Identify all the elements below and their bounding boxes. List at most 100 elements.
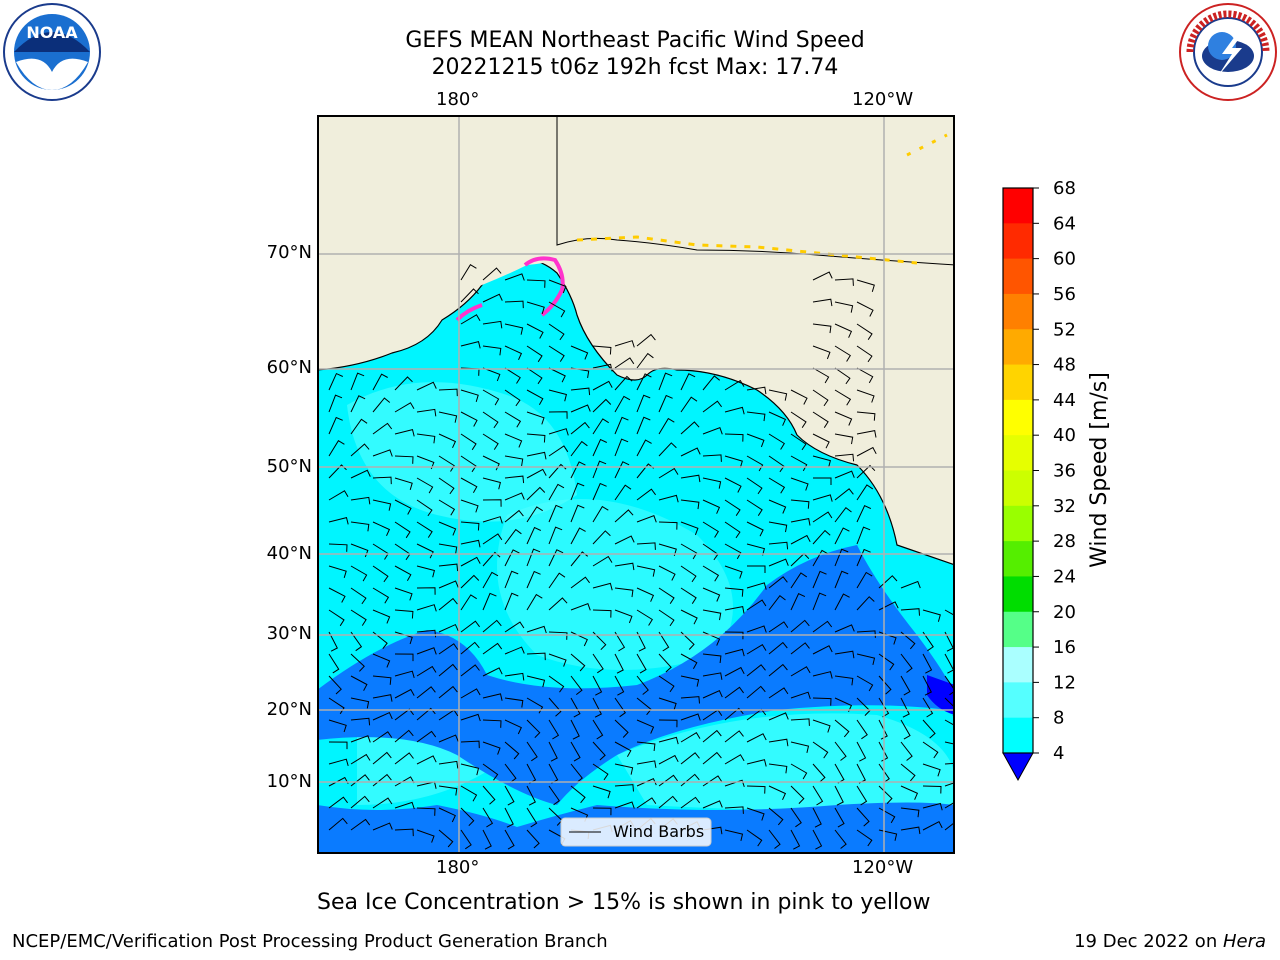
wind-barb (856, 548, 871, 567)
wind-barb (548, 411, 568, 419)
wind-barb (724, 455, 743, 468)
wind-band-light (347, 382, 577, 522)
wind-barb (856, 829, 873, 847)
wind-barb (856, 505, 872, 523)
wind-barb (504, 475, 525, 484)
wind-barb (504, 719, 522, 735)
wind-barb (372, 822, 393, 831)
wind-barb (900, 697, 910, 718)
lon-tick-bottom-180: 180° (436, 857, 480, 878)
wind-barb (350, 697, 370, 709)
wind-barb (900, 785, 919, 800)
wind-barb (680, 373, 696, 391)
wind-barb (636, 439, 652, 457)
wind-barb (328, 440, 345, 457)
wind-barb (834, 624, 855, 633)
wind-barb (372, 797, 393, 809)
colorbar-segment (1003, 541, 1033, 577)
wind-barb (526, 785, 536, 806)
wind-barb (834, 650, 855, 659)
wind-barb (834, 278, 854, 286)
footer-date-text: 19 Dec 2022 on (1074, 931, 1223, 952)
wind-barb (416, 499, 433, 517)
wind-barb (592, 785, 611, 799)
wind-barb (944, 762, 954, 765)
wind-barb (416, 408, 437, 417)
wind-barb (350, 631, 363, 652)
wind-barb (856, 653, 876, 666)
lon-tick-top-120w: 120°W (852, 89, 914, 110)
wind-barb (702, 454, 722, 462)
wind-barb (526, 570, 541, 589)
wind-barb (504, 592, 519, 611)
title-line-1: GEFS MEAN Northeast Pacific Wind Speed (405, 28, 865, 53)
footer-credit: NCEP/EMC/Verification Post Processing Pr… (12, 931, 608, 952)
wind-barb (394, 428, 415, 437)
wind-barb (570, 551, 589, 567)
colorbar-tick-label: 60 (1053, 249, 1076, 270)
wind-barb (636, 542, 656, 550)
wind-barb (526, 548, 541, 567)
wind-barb (724, 779, 745, 788)
wind-barb (460, 433, 477, 451)
wind-barb (438, 455, 455, 472)
wind-barb (372, 675, 392, 685)
wind-barb (504, 345, 523, 361)
wind-barb (702, 427, 723, 435)
wind-barb (614, 587, 634, 598)
wind-barb (834, 807, 845, 828)
wind-barb (746, 477, 763, 495)
wind-barb (856, 323, 873, 340)
wind-barb (548, 301, 566, 318)
wind-barb (680, 499, 700, 510)
wind-barb (658, 609, 675, 627)
wind-barb (658, 697, 677, 711)
wind-barb (570, 387, 591, 396)
wind-barb (724, 433, 744, 442)
wind-barb (658, 675, 675, 693)
wind-barb (504, 433, 523, 448)
wind-barb (812, 620, 833, 633)
wind-band-lowest (927, 675, 954, 715)
wind-barb (548, 279, 567, 294)
wind-barb (482, 667, 503, 677)
wind-barb (944, 741, 954, 745)
wind-barb (394, 752, 414, 765)
wind-barb (372, 731, 393, 743)
wind-barb (702, 751, 722, 765)
wind-barb (482, 433, 499, 450)
wind-barb (614, 697, 626, 718)
wind-barb (614, 535, 635, 545)
wind-barb (856, 526, 871, 545)
wind-barb (548, 597, 568, 611)
wind-barb (592, 675, 603, 696)
wind-barb (636, 373, 652, 391)
wind-barb (504, 389, 521, 407)
wind-barb (460, 539, 481, 548)
wind-barb (372, 694, 393, 702)
wind-barb (460, 264, 477, 281)
wind-barb (592, 555, 613, 567)
wind-barb (900, 741, 913, 761)
wind-barb (482, 499, 502, 507)
colorbar-ticks: 68 64 60 56 52 48 44 40 36 32 28 24 20 16 12 8 4 (1033, 180, 1076, 764)
wind-barb (438, 433, 457, 449)
wind-barb (570, 763, 583, 783)
wind-barb (504, 509, 524, 523)
wind-barb (482, 455, 500, 471)
wind-barb (328, 741, 348, 750)
colorbar-segment (1003, 576, 1033, 613)
wind-barb (658, 494, 679, 503)
wind-barb (878, 719, 888, 740)
wind-barb (394, 670, 415, 679)
wind-barb (592, 482, 607, 501)
wind-barb (790, 534, 811, 545)
wind-barb (482, 267, 502, 281)
colorbar-tick-label: 28 (1053, 531, 1076, 552)
wind-barb (438, 643, 459, 655)
wind-barb (504, 367, 521, 384)
wind-barb (328, 719, 347, 733)
wind-barb (812, 549, 829, 567)
wind-barb (856, 484, 874, 501)
colorbar: 68 64 60 56 52 48 44 40 36 32 28 24 20 16 12 8 4 Wind Sp… (1002, 180, 1110, 782)
